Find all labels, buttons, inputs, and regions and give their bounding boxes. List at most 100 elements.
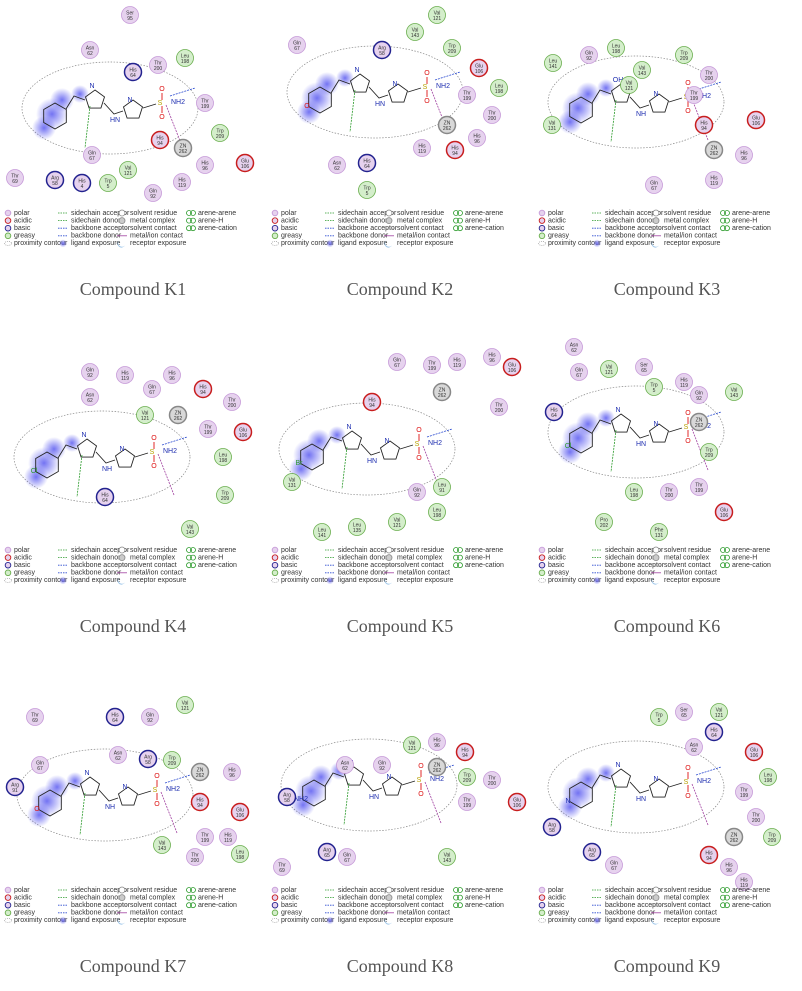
panel-caption: Compound K5 bbox=[347, 616, 454, 636]
residue-number: 96 bbox=[434, 743, 440, 749]
atom-label: S bbox=[423, 84, 428, 91]
residue-name: Gln bbox=[650, 180, 658, 186]
ligand bbox=[35, 438, 155, 479]
residue-node bbox=[433, 478, 451, 496]
residue-number: 121 bbox=[408, 746, 417, 752]
legend-swatch bbox=[271, 241, 279, 246]
atom-label: N bbox=[653, 421, 658, 428]
legend-label: receptor exposure bbox=[397, 577, 454, 584]
legend-swatch bbox=[652, 554, 660, 561]
legend-swatch bbox=[538, 217, 546, 224]
residue-number: 143 bbox=[443, 858, 452, 864]
legend-label: ligand exposure bbox=[338, 240, 388, 247]
residue-node bbox=[72, 173, 92, 193]
linker-bond bbox=[324, 772, 345, 787]
legend-label: sidechain donor bbox=[605, 554, 655, 561]
residue-name: His bbox=[740, 150, 748, 156]
residue-name: Ser bbox=[126, 10, 134, 16]
residue-name: Trp bbox=[221, 490, 229, 496]
atom-label: N bbox=[84, 770, 89, 777]
atom-label: S bbox=[684, 779, 689, 786]
residue-number: 96 bbox=[169, 376, 175, 382]
atom-label: O bbox=[418, 791, 424, 798]
legend-swatch bbox=[457, 217, 463, 224]
legend-swatch bbox=[59, 239, 67, 248]
residue-name: Val bbox=[626, 80, 633, 86]
legend-swatch bbox=[190, 225, 196, 232]
legend-label: solvent contact bbox=[130, 902, 177, 909]
atom-label: Cl bbox=[565, 443, 572, 450]
atom-label: N bbox=[615, 407, 620, 414]
residue-name: Glu bbox=[750, 747, 758, 753]
benzene-ring bbox=[308, 86, 332, 114]
residue-node bbox=[458, 86, 476, 104]
legend-label: arene-cation bbox=[465, 225, 504, 232]
residue-name: His bbox=[121, 370, 129, 376]
residue-node bbox=[233, 422, 253, 442]
residue-name: Asn bbox=[690, 742, 699, 748]
legend-label: greasy bbox=[14, 910, 36, 917]
residue-number: 62 bbox=[87, 51, 93, 57]
legend-label: sidechain acceptor bbox=[338, 887, 397, 894]
linker-bond bbox=[103, 102, 124, 115]
legend-label: polar bbox=[281, 210, 297, 217]
legend-label: arene-H bbox=[198, 217, 223, 224]
residue-name: His bbox=[705, 850, 713, 856]
atom-label: S bbox=[684, 424, 689, 431]
atom-label: NH2 bbox=[166, 786, 180, 793]
residue-node bbox=[123, 62, 143, 82]
residue-name: Glu bbox=[752, 115, 760, 121]
atom-label: O bbox=[685, 793, 691, 800]
atom-label: Cl bbox=[31, 468, 38, 475]
legend-label: basic bbox=[548, 562, 565, 569]
legend-label: solvent residue bbox=[664, 887, 711, 894]
legend-label: arene-arene bbox=[198, 210, 236, 217]
residue-node bbox=[675, 373, 693, 391]
residue-name: Asn bbox=[341, 760, 350, 766]
atom-label: OH bbox=[613, 77, 624, 84]
residue-number: 141 bbox=[318, 533, 327, 539]
five-ring bbox=[381, 776, 403, 796]
atom-label: O bbox=[685, 80, 691, 87]
residue-name: Leu bbox=[433, 507, 442, 513]
legend-swatch bbox=[190, 894, 196, 901]
residue-number: 209 bbox=[168, 761, 177, 767]
legend-swatch bbox=[186, 887, 192, 893]
interaction-panel: OOSNH2NNHNClAsn62Gln67Val121Ser65Trp5His… bbox=[538, 338, 771, 636]
residue-node bbox=[455, 742, 475, 762]
interaction-line bbox=[610, 99, 617, 143]
residue-node bbox=[704, 140, 724, 160]
legend-swatch bbox=[4, 894, 12, 901]
residue-number: 119 bbox=[453, 363, 461, 369]
residue-node bbox=[625, 483, 643, 501]
residue-name: Trp bbox=[216, 128, 224, 134]
residue-number: 209 bbox=[680, 56, 689, 62]
linker-bond bbox=[98, 789, 119, 802]
interaction-line bbox=[76, 454, 83, 498]
residue-number: 96 bbox=[726, 868, 732, 874]
residue-number: 106 bbox=[508, 368, 517, 374]
residue-node bbox=[277, 787, 297, 807]
residue-node bbox=[81, 363, 99, 381]
five-ring bbox=[122, 99, 144, 119]
proximity-contour bbox=[547, 740, 725, 834]
ligand-exposure bbox=[315, 72, 339, 96]
legend-label: greasy bbox=[14, 233, 36, 240]
residue-node bbox=[645, 378, 663, 396]
residue-name: Asn bbox=[86, 392, 95, 398]
residue-name: His bbox=[453, 357, 461, 363]
legend-label: solvent contact bbox=[664, 225, 711, 232]
legend-label: metal/ion contact bbox=[664, 910, 717, 917]
legend-label: polar bbox=[281, 887, 297, 894]
residue-number: 262 bbox=[179, 149, 188, 155]
residue-number: 262 bbox=[438, 393, 447, 399]
legend-swatch bbox=[720, 225, 726, 232]
residue-number: 94 bbox=[197, 803, 203, 809]
legend-label: arene-H bbox=[465, 554, 490, 561]
legend-label: metal/ion contact bbox=[397, 570, 450, 577]
